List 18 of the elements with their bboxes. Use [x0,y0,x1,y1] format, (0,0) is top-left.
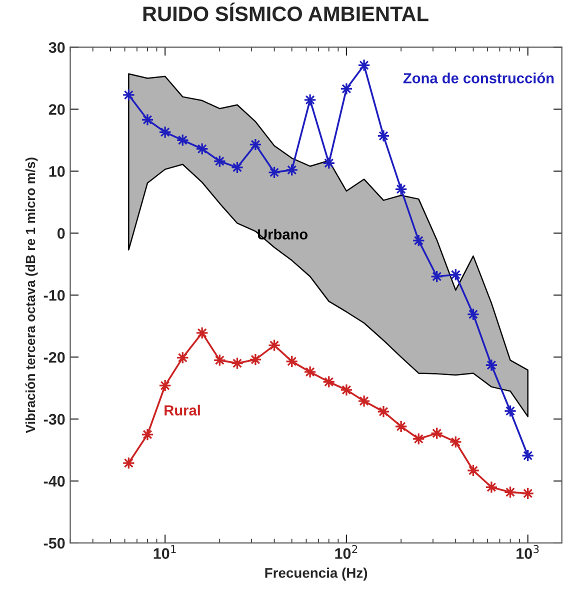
y-tick-label: 0 [57,228,65,239]
y-tick-label: -30 [44,414,65,425]
y-tick-label: -20 [44,352,65,363]
x-tick-label: 10$^{3}$ [516,545,539,559]
y-tick-label: 20 [48,104,65,115]
y-axis-title: Vibración tercera octava (dB re 1 micro m/s) [25,158,38,434]
text: Zona de construcción [403,72,554,84]
y-tick-label: -40 [44,476,65,487]
text: Urbano [258,228,308,240]
y-tick-label: 10 [49,166,65,177]
x-tick-label: 10$^{2}$ [335,545,358,559]
y-tick-label: 30 [48,42,65,53]
y-tick-label: -10 [44,290,65,301]
y-tick-label: -50 [44,538,65,549]
x-axis-title: Frecuencia (Hz) [265,568,368,581]
x-tick-label: 10$^{1}$ [154,545,176,559]
series-label: Rural [164,404,200,416]
chart-title: RUIDO SÍSMICO AMBIENTAL [143,2,428,22]
